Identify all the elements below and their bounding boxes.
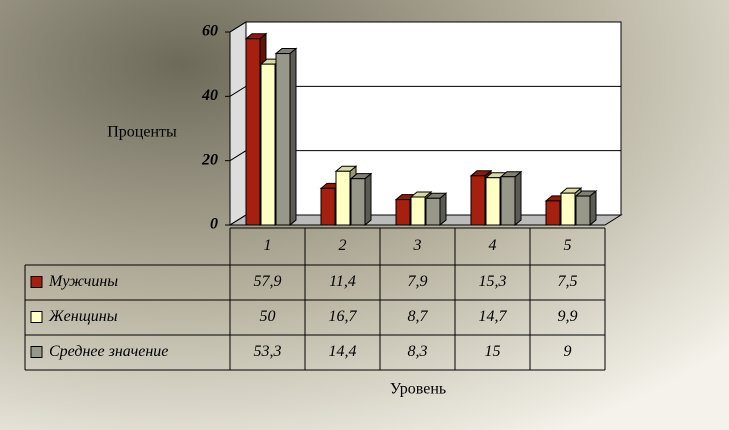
table-value: 9,9 xyxy=(558,308,578,325)
legend-label: Среднее значение xyxy=(49,343,168,360)
grid-line xyxy=(229,21,621,33)
bar-side xyxy=(589,189,597,227)
bar xyxy=(560,192,576,226)
table-value: 9 xyxy=(564,343,572,360)
bar xyxy=(260,63,276,226)
bar xyxy=(545,200,561,226)
bar xyxy=(245,38,261,226)
table-value: 7,9 xyxy=(408,273,428,290)
table-value: 14,4 xyxy=(329,343,357,360)
bar xyxy=(275,53,291,226)
table-value: 15,3 xyxy=(479,273,507,290)
bar-side xyxy=(289,47,297,227)
y-tick-label: 40 xyxy=(201,87,218,104)
bar xyxy=(485,177,501,226)
table-value: 16,7 xyxy=(329,308,358,325)
table-value: 53,3 xyxy=(254,343,282,360)
y-tick-label: 20 xyxy=(201,151,218,168)
table-value: 8,3 xyxy=(408,343,428,360)
table-value: 11,4 xyxy=(329,273,356,290)
table-value: 50 xyxy=(260,308,276,325)
bar xyxy=(395,199,411,226)
table-value: 15 xyxy=(485,343,501,360)
bar xyxy=(350,178,366,226)
legend-label: Мужчины xyxy=(48,273,118,290)
bar-side xyxy=(364,172,372,227)
y-axis-label: Проценты xyxy=(107,124,177,141)
x-axis-label: Уровень xyxy=(390,381,446,398)
bar xyxy=(320,187,336,226)
side-wall xyxy=(229,21,247,226)
x-tick-label: 1 xyxy=(264,237,272,254)
x-tick-label: 4 xyxy=(489,237,497,254)
legend-label: Женщины xyxy=(48,308,118,325)
x-tick-label: 2 xyxy=(339,237,347,254)
legend-swatch xyxy=(30,311,43,323)
bar xyxy=(500,176,516,226)
table-value: 7,5 xyxy=(558,273,578,290)
back-wall xyxy=(245,21,622,216)
table-value: 57,9 xyxy=(254,273,282,290)
bar xyxy=(335,170,351,226)
y-tick-label: 0 xyxy=(210,216,218,233)
table-value: 14,7 xyxy=(479,308,508,325)
bar-side xyxy=(514,170,522,227)
x-tick-label: 5 xyxy=(564,237,572,254)
x-tick-label: 3 xyxy=(413,237,422,254)
bar xyxy=(470,175,486,226)
bar xyxy=(575,195,591,226)
table-value: 8,7 xyxy=(408,308,429,325)
legend-swatch xyxy=(30,276,43,288)
y-tick-label: 60 xyxy=(202,23,218,40)
bar xyxy=(410,196,426,226)
legend-swatch xyxy=(30,346,43,358)
bar xyxy=(425,197,441,226)
